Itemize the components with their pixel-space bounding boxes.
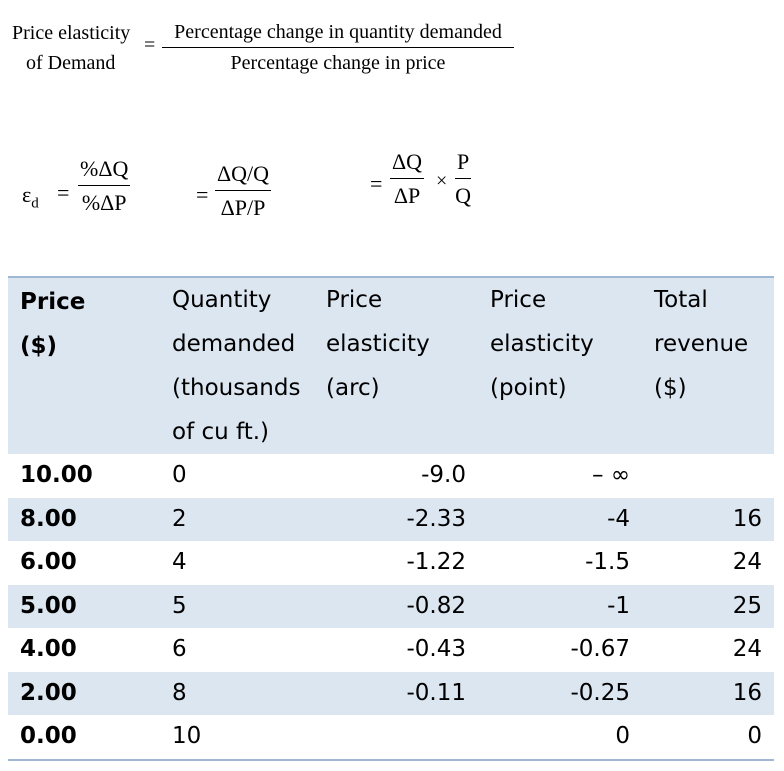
times-sign: × xyxy=(436,170,448,192)
cell-price: 8.00 xyxy=(8,497,160,541)
elasticity-table: Price ($) Quantity demanded (thousands o… xyxy=(8,276,774,761)
cell-quantity: 5 xyxy=(160,584,314,628)
cell-revenue: 24 xyxy=(732,636,762,662)
cell-revenue: 0 xyxy=(642,715,774,761)
header-quantity-line2: demanded xyxy=(172,331,296,357)
elasticity-symbol: εd xyxy=(22,182,39,212)
header-quantity-line4: of cu ft.) xyxy=(172,419,270,445)
header-quantity-line1: Quantity xyxy=(172,287,272,313)
cell-point: -0.25 xyxy=(478,671,642,715)
cell-arc: -0.11 xyxy=(314,671,478,715)
f2-denominator: ΔP/P xyxy=(220,195,266,220)
fraction-percent-change: %ΔQ %ΔP xyxy=(78,155,131,218)
header-quantity: Quantity demanded (thousands of cu ft.) xyxy=(160,277,314,454)
equals-2: = xyxy=(196,182,209,207)
header-point: Price elasticity (point) xyxy=(478,277,642,454)
cell-revenue: 24 xyxy=(732,549,762,575)
f4-denominator: Q xyxy=(455,183,472,208)
cell-revenue xyxy=(642,454,774,498)
equals-1: = xyxy=(57,180,70,205)
epsilon: ε xyxy=(22,182,32,207)
header-point-line1: Price xyxy=(490,287,547,313)
cell-revenue: 16 xyxy=(642,671,774,715)
cell-price: 10.00 xyxy=(20,462,93,488)
f2-numerator: ΔQ/Q xyxy=(215,160,272,191)
header-revenue-line2: revenue xyxy=(654,331,749,357)
cell-arc: -9.0 xyxy=(421,462,466,488)
cell-arc xyxy=(314,715,478,761)
f1-numerator: %ΔQ xyxy=(78,155,131,186)
cell-quantity: 10 xyxy=(160,715,314,761)
cell-quantity: 6 xyxy=(172,636,187,662)
cell-arc: -2.33 xyxy=(314,497,478,541)
cell-price: 5.00 xyxy=(8,584,160,628)
table-row: 6.00 4 -1.22 -1.5 24 xyxy=(8,541,774,585)
table-row: 10.00 0 -9.0 – ∞ xyxy=(8,454,774,498)
definition-denominator: Percentage change in price xyxy=(230,52,446,74)
header-price: Price ($) xyxy=(8,277,160,454)
cell-price: 0.00 xyxy=(8,715,160,761)
header-revenue-line1: Total xyxy=(654,287,708,313)
definition-fraction: Percentage change in quantity demanded P… xyxy=(162,18,514,78)
cell-revenue: 25 xyxy=(642,584,774,628)
cell-point: 0 xyxy=(478,715,642,761)
cell-point: – ∞ xyxy=(592,462,630,488)
definition-equals: = xyxy=(144,34,156,56)
fraction-delta: ΔQ ΔP xyxy=(390,148,425,211)
equals-3: = xyxy=(370,171,383,196)
table-row: 4.00 6 -0.43 -0.67 24 xyxy=(8,628,774,672)
cell-price: 6.00 xyxy=(20,549,77,575)
definition-lhs-line2: of Demand xyxy=(26,52,116,74)
definition-lhs: Price elasticity of Demand xyxy=(12,18,130,78)
header-revenue: Total revenue ($) xyxy=(642,277,774,454)
table-row: 0.00 10 0 0 xyxy=(8,715,774,761)
cell-arc: -1.22 xyxy=(406,549,466,575)
f3-denominator: ΔP xyxy=(393,183,421,208)
definition-lhs-line1: Price elasticity xyxy=(12,22,131,44)
header-price-line1: Price xyxy=(20,289,86,315)
cell-point: -1 xyxy=(478,584,642,628)
header-quantity-line3: (thousands xyxy=(172,375,301,401)
f3-numerator: ΔQ xyxy=(390,148,425,179)
header-arc-line2: elasticity xyxy=(326,331,430,357)
f4-numerator: P xyxy=(455,148,472,179)
cell-price: 2.00 xyxy=(8,671,160,715)
table-row: 2.00 8 -0.11 -0.25 16 xyxy=(8,671,774,715)
cell-arc: -0.43 xyxy=(406,636,466,662)
cell-quantity: 2 xyxy=(160,497,314,541)
header-point-line3: (point) xyxy=(490,375,567,401)
cell-point: -4 xyxy=(478,497,642,541)
cell-arc: -0.82 xyxy=(314,584,478,628)
cell-point: -1.5 xyxy=(585,549,630,575)
cell-quantity: 4 xyxy=(172,549,187,575)
fraction-relative-change: ΔQ/Q ΔP/P xyxy=(215,160,272,223)
cell-quantity: 8 xyxy=(160,671,314,715)
cell-price: 4.00 xyxy=(20,636,77,662)
table-row: 5.00 5 -0.82 -1 25 xyxy=(8,584,774,628)
header-price-line2: ($) xyxy=(20,333,58,359)
f1-denominator: %ΔP xyxy=(81,190,127,215)
cell-quantity: 0 xyxy=(172,462,187,488)
epsilon-subscript: d xyxy=(31,195,39,212)
header-arc-line1: Price xyxy=(326,287,383,313)
definition-numerator: Percentage change in quantity demanded xyxy=(162,18,514,48)
cell-point: -0.67 xyxy=(570,636,630,662)
table-header-row: Price ($) Quantity demanded (thousands o… xyxy=(8,277,774,454)
header-arc-line3: (arc) xyxy=(326,375,380,401)
header-point-line2: elasticity xyxy=(490,331,594,357)
header-revenue-line3: ($) xyxy=(654,375,687,401)
table-row: 8.00 2 -2.33 -4 16 xyxy=(8,497,774,541)
cell-revenue: 16 xyxy=(642,497,774,541)
header-arc: Price elasticity (arc) xyxy=(314,277,478,454)
